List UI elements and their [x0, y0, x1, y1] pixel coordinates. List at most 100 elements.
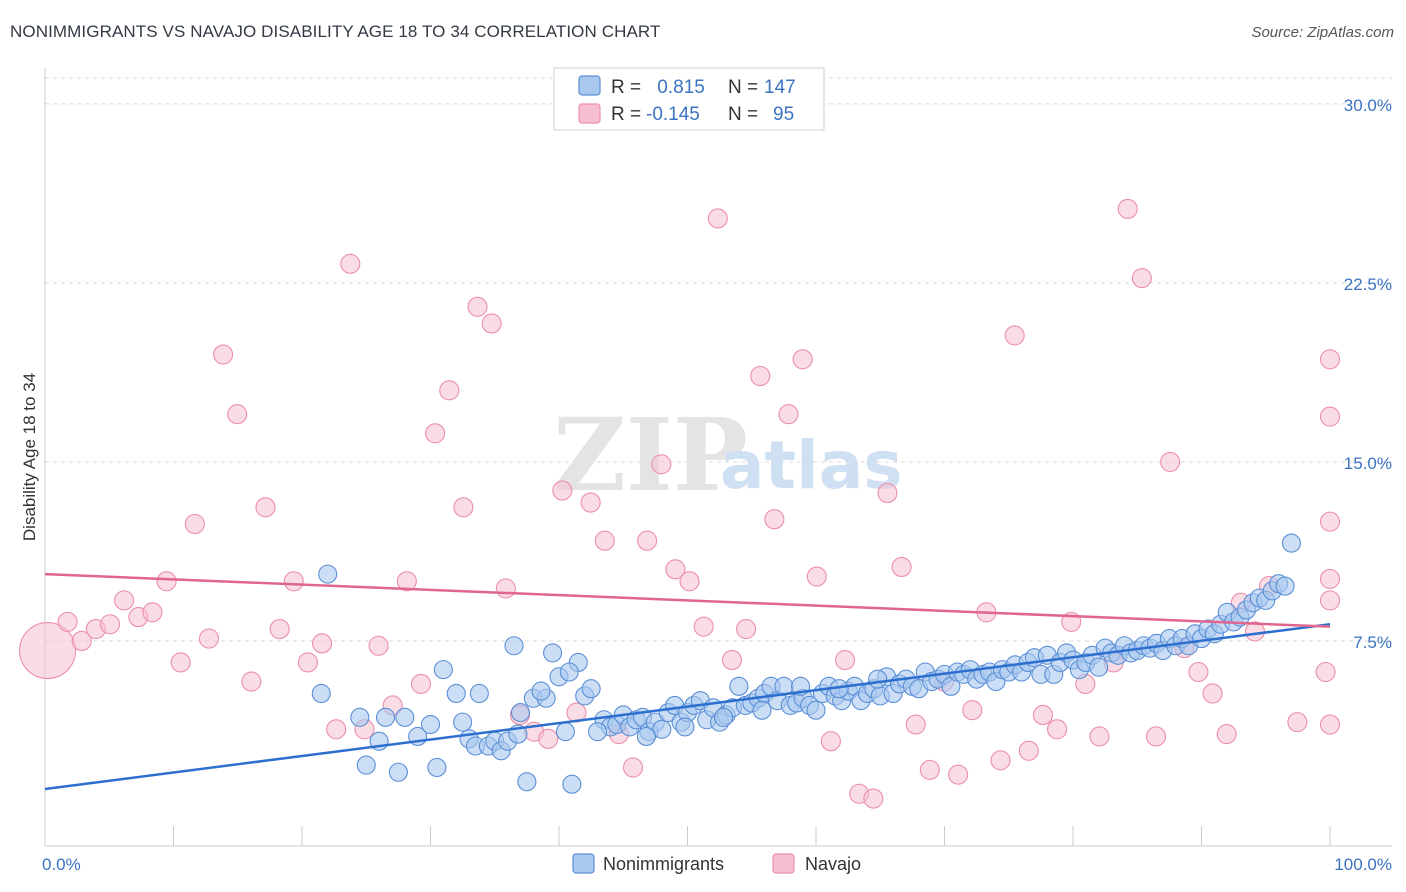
nonimmigrants-point: [427, 757, 447, 778]
navajo-point: [665, 559, 686, 580]
navajo-point: [1018, 740, 1039, 761]
navajo-point: [1287, 712, 1308, 733]
navajo-point: [764, 509, 785, 530]
navajo-point: [622, 757, 644, 778]
navajo-point: [948, 764, 969, 785]
navajo-point: [99, 614, 121, 635]
nonimmigrants-point: [562, 774, 582, 794]
y-tick-label-1: 15.0%: [1344, 454, 1392, 473]
y-axis-label: Disability Age 18 to 34: [20, 373, 39, 541]
navajo-point: [481, 313, 502, 334]
navajo-point: [1047, 719, 1068, 740]
axes: [44, 68, 1392, 847]
navajo-point: [651, 454, 672, 475]
legend-swatch-blue: [578, 75, 601, 96]
navajo-point: [1188, 661, 1209, 683]
y-tick-labels: 7.5% 15.0% 22.5% 30.0%: [1344, 96, 1392, 652]
navajo-point: [637, 530, 658, 551]
navajo-point: [297, 652, 318, 673]
navajo-point: [255, 497, 276, 518]
navajo-point: [1145, 726, 1167, 747]
navajo-point: [679, 571, 700, 592]
y-tick-label-2: 22.5%: [1344, 275, 1392, 294]
navajo-point: [877, 482, 898, 504]
navajo-point: [1315, 661, 1336, 683]
navajo-point: [721, 650, 743, 671]
navajo-point: [213, 344, 234, 365]
legend-r-value-1: 0.815: [652, 77, 705, 98]
legend-r-label-1: R =: [611, 77, 641, 98]
trend-lines: [44, 572, 1331, 791]
navajo-point: [184, 513, 205, 535]
navajo-point: [396, 571, 417, 592]
navajo-point: [1032, 704, 1053, 726]
legend-n-label-1: N =: [728, 77, 758, 98]
grid-lines: [45, 77, 1392, 642]
navajo-point: [891, 556, 912, 578]
navajo-point: [495, 578, 516, 599]
nonimmigrants-point: [543, 643, 563, 663]
watermark-atlas: atlas: [720, 427, 903, 504]
navajo-point: [707, 208, 728, 229]
navajo-point: [241, 671, 262, 692]
navajo-point: [1319, 714, 1341, 735]
legend: R = 0.815 N = 147 R = -0.145 N = 95: [553, 67, 825, 131]
bottom-legend-navajo: Navajo: [805, 854, 861, 874]
y-tick-label-0: 7.5%: [1353, 633, 1392, 652]
nonimmigrants-point: [350, 707, 370, 727]
navajo-point: [693, 616, 714, 637]
watermark: ZIP atlas: [553, 396, 903, 514]
navajo-point: [919, 759, 940, 780]
navajo-point: [410, 673, 432, 694]
nonimmigrants-point: [587, 722, 608, 742]
navajo-point: [778, 404, 799, 425]
nonimmigrants-point: [433, 660, 453, 680]
nonimmigrants-point: [1275, 576, 1295, 596]
nonimmigrants-point: [1281, 533, 1301, 553]
navajo-point: [594, 530, 615, 551]
navajo-point: [156, 571, 177, 592]
legend-n-label-2: N =: [728, 104, 758, 125]
navajo-point: [806, 566, 827, 587]
navajo-points: [19, 198, 1341, 809]
navajo-point: [538, 728, 559, 749]
nonimmigrants-point: [806, 700, 826, 720]
navajo-point: [114, 590, 135, 611]
x-tick-label-0: 0.0%: [42, 855, 81, 874]
navajo-point: [1202, 683, 1223, 704]
nonimmigrants-point: [356, 755, 376, 775]
legend-swatch-pink: [578, 103, 601, 124]
navajo-point: [834, 650, 856, 671]
navajo-point: [269, 618, 290, 640]
bottom-legend: Nonimmigrants Navajo: [572, 853, 861, 874]
navajo-point: [1089, 726, 1110, 747]
nonimmigrants-point: [395, 707, 415, 727]
source-label: Source: ZipAtlas.com: [1251, 24, 1394, 41]
nonimmigrants-point: [375, 707, 396, 727]
nonimmigrants-point: [517, 772, 537, 792]
navajo-point: [820, 731, 841, 752]
nonimmigrants-point: [636, 726, 656, 747]
navajo-point: [142, 602, 163, 623]
legend-n-value-1: 147: [764, 77, 796, 98]
navajo-point: [1319, 590, 1341, 611]
navajo-point: [990, 750, 1011, 771]
watermark-zip: ZIP: [553, 396, 748, 514]
navajo-point: [71, 630, 92, 652]
navajo-point: [905, 714, 926, 735]
navajo-point: [170, 652, 191, 673]
navajo-point: [962, 700, 983, 721]
navajo-point: [792, 349, 813, 370]
nonimmigrants-point: [581, 679, 601, 699]
nonimmigrants-point: [453, 712, 473, 732]
legend-r-value-2: -0.145: [646, 104, 700, 125]
y-tick-label-3: 30.0%: [1344, 96, 1392, 115]
nonimmigrants-point: [1089, 657, 1109, 677]
bottom-legend-nonimmigrants: Nonimmigrants: [603, 854, 724, 874]
nonimmigrants-trend-line: [44, 623, 1331, 791]
navajo-point: [552, 480, 573, 501]
navajo-point: [1004, 325, 1025, 346]
navajo-trend-line: [44, 572, 1331, 628]
navajo-point: [1160, 451, 1181, 472]
